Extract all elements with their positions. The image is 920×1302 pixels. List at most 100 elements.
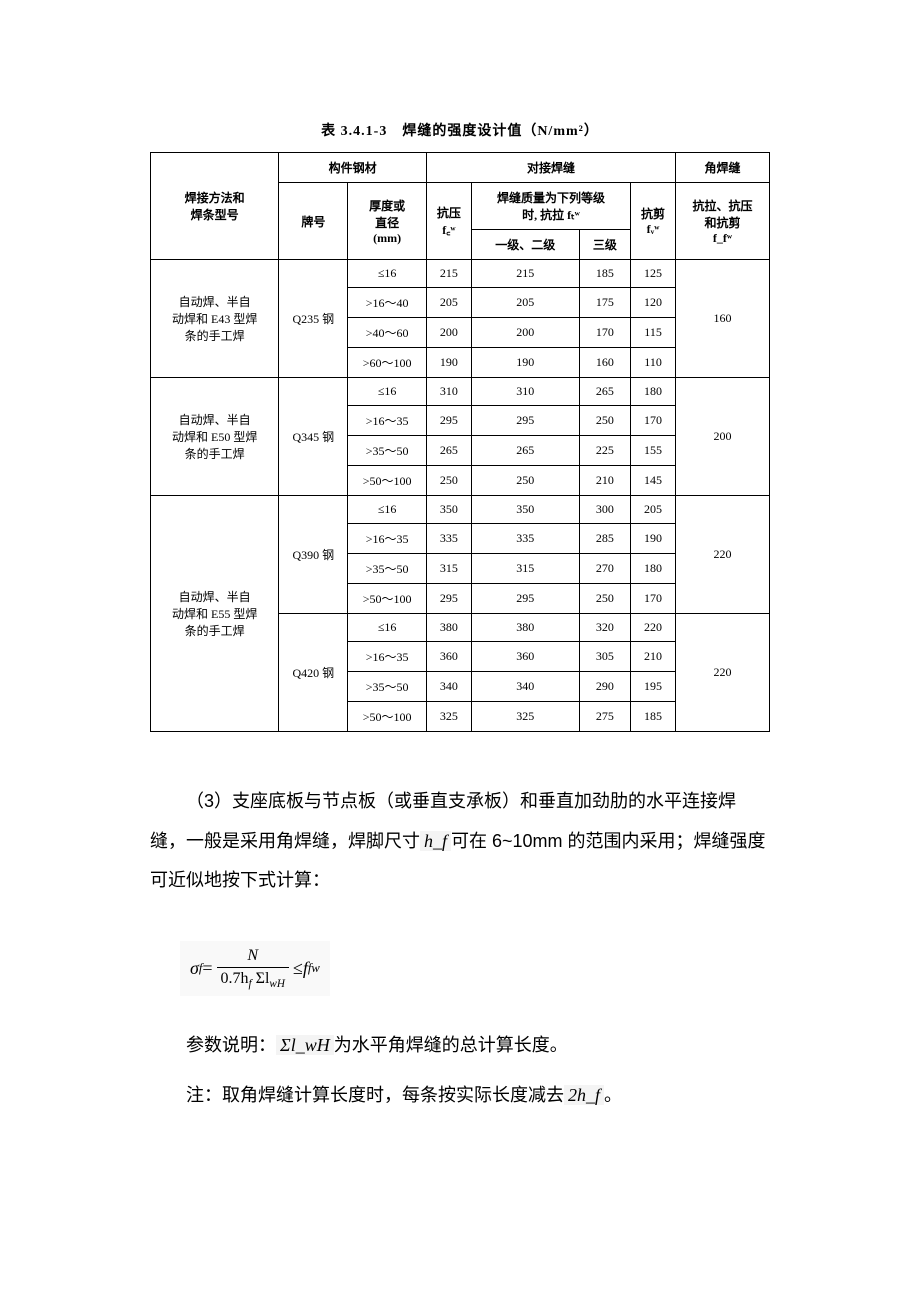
eq: = — [202, 958, 212, 979]
table-cell: >16～35 — [348, 642, 427, 672]
table-cell: >50～100 — [348, 584, 427, 614]
var-sum-lwh: Σl_wH — [276, 1035, 334, 1055]
table-cell: 125 — [631, 260, 676, 288]
p2-b: 为水平角焊缝的总计算长度。 — [334, 1035, 568, 1055]
table-cell: 220 — [676, 614, 770, 732]
table-cell: 215 — [471, 260, 579, 288]
table-cell: 295 — [426, 406, 471, 436]
table-cell: 170 — [631, 584, 676, 614]
table-cell: 195 — [631, 672, 676, 702]
den-a: 0.7h — [221, 970, 249, 987]
table-cell: 145 — [631, 466, 676, 496]
table-cell: 250 — [579, 406, 631, 436]
table-cell: 200 — [676, 378, 770, 496]
table-cell: 170 — [579, 318, 631, 348]
fraction: N 0.7hf ΣlwH — [217, 947, 289, 990]
table-cell: ≤16 — [348, 496, 427, 524]
table-cell: 110 — [631, 348, 676, 378]
table-cell: 160 — [579, 348, 631, 378]
paragraph-3: （3）支座底板与节点板（或垂直支承板）和垂直加劲肋的水平连接焊缝，一般是采用角焊… — [150, 782, 770, 901]
table-cell: 310 — [426, 378, 471, 406]
weld-strength-table: 焊接方法和焊条型号 构件钢材 对接焊缝 角焊缝 牌号 厚度或直径(mm) 抗压f… — [150, 152, 770, 732]
table-cell: >35～50 — [348, 436, 427, 466]
table-cell: 295 — [426, 584, 471, 614]
table-cell: 250 — [426, 466, 471, 496]
table-cell: 290 — [579, 672, 631, 702]
table-cell: 320 — [579, 614, 631, 642]
table-cell: 175 — [579, 288, 631, 318]
table-cell: 325 — [426, 702, 471, 732]
numerator: N — [243, 947, 262, 967]
table-cell: 220 — [631, 614, 676, 642]
table-cell: 155 — [631, 436, 676, 466]
table-cell: 270 — [579, 554, 631, 584]
th-methods: 焊接方法和焊条型号 — [151, 153, 279, 260]
table-cell: >60～100 — [348, 348, 427, 378]
table-title: 表 3.4.1-3 焊缝的强度设计值（N/mm²） — [150, 120, 770, 140]
rhs-sup: w — [311, 961, 319, 976]
table-cell: 190 — [426, 348, 471, 378]
den-sub2: wH — [269, 978, 285, 990]
table-cell: 170 — [631, 406, 676, 436]
table-cell: ≤16 — [348, 378, 427, 406]
table-cell: 225 — [579, 436, 631, 466]
table-cell: Q235 钢 — [279, 260, 348, 378]
table-cell: 自动焊、半自动焊和 E55 型焊条的手工焊 — [151, 496, 279, 732]
table-cell: 380 — [471, 614, 579, 642]
table-cell: 325 — [471, 702, 579, 732]
table-cell: 300 — [579, 496, 631, 524]
th-butt: 对接焊缝 — [426, 153, 675, 183]
th-g3: 三级 — [579, 230, 631, 260]
table-cell: 115 — [631, 318, 676, 348]
table-cell: 335 — [471, 524, 579, 554]
table-cell: 350 — [471, 496, 579, 524]
table-cell: 205 — [471, 288, 579, 318]
table-cell: 185 — [631, 702, 676, 732]
denominator: 0.7hf ΣlwH — [217, 967, 289, 990]
table-cell: 275 — [579, 702, 631, 732]
table-cell: 180 — [631, 378, 676, 406]
table-cell: 285 — [579, 524, 631, 554]
table-cell: >16～35 — [348, 406, 427, 436]
th-shear: 抗剪fᵥʷ — [631, 183, 676, 260]
table-cell: 160 — [676, 260, 770, 378]
table-cell: 265 — [471, 436, 579, 466]
table-cell: ≤16 — [348, 260, 427, 288]
table-cell: 295 — [471, 584, 579, 614]
table-cell: 220 — [676, 496, 770, 614]
table-cell: 350 — [426, 496, 471, 524]
table-cell: 335 — [426, 524, 471, 554]
table-cell: 265 — [579, 378, 631, 406]
table-cell: >35～50 — [348, 672, 427, 702]
table-cell: 265 — [426, 436, 471, 466]
table-cell: 120 — [631, 288, 676, 318]
p3-b: 。 — [604, 1085, 622, 1105]
table-cell: Q345 钢 — [279, 378, 348, 496]
table-cell: 310 — [471, 378, 579, 406]
table-cell: Q390 钢 — [279, 496, 348, 614]
den-sum: Σl — [252, 970, 270, 987]
sigma: σ — [190, 958, 199, 979]
table-cell: 自动焊、半自动焊和 E43 型焊条的手工焊 — [151, 260, 279, 378]
th-fillet-val: 抗拉、抗压和抗剪f_fʷ — [676, 183, 770, 260]
table-cell: 自动焊、半自动焊和 E50 型焊条的手工焊 — [151, 378, 279, 496]
table-row: 自动焊、半自动焊和 E50 型焊条的手工焊Q345 钢≤163103102651… — [151, 378, 770, 406]
formula: σf = N 0.7hf ΣlwH ≤ ffw — [180, 941, 330, 996]
table-cell: 210 — [631, 642, 676, 672]
table-cell: 250 — [579, 584, 631, 614]
table-cell: >35～50 — [348, 554, 427, 584]
table-cell: 315 — [426, 554, 471, 584]
table-cell: 360 — [426, 642, 471, 672]
p2-a: 参数说明： — [186, 1035, 276, 1055]
th-material: 构件钢材 — [279, 153, 427, 183]
th-g12: 一级、二级 — [471, 230, 579, 260]
paragraph-param: 参数说明：Σl_wH为水平角焊缝的总计算长度。 — [150, 1026, 770, 1066]
th-quality: 焊缝质量为下列等级时, 抗拉 fₜʷ — [471, 183, 630, 230]
table-cell: 190 — [631, 524, 676, 554]
table-cell: 250 — [471, 466, 579, 496]
table-cell: 295 — [471, 406, 579, 436]
table-cell: >16～35 — [348, 524, 427, 554]
table-cell: 200 — [426, 318, 471, 348]
table-cell: 185 — [579, 260, 631, 288]
table-cell: 205 — [426, 288, 471, 318]
